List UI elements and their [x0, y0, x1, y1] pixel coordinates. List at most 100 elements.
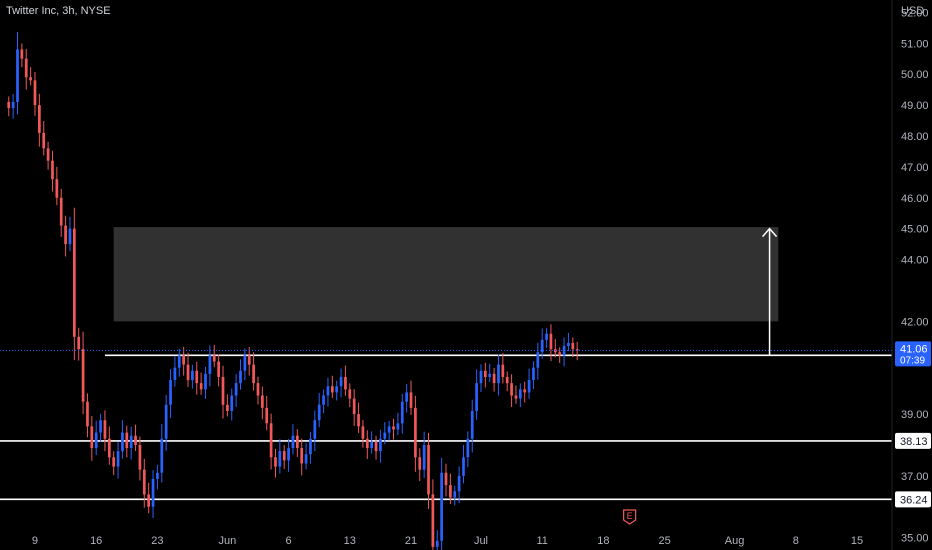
candle: [212, 344, 216, 368]
candle: [182, 346, 186, 376]
candle: [147, 482, 151, 514]
candle: [151, 470, 155, 519]
candle: [208, 345, 212, 387]
candle: [379, 429, 382, 463]
candle: [527, 368, 531, 399]
candle: [173, 356, 177, 387]
price-tick-label: 42.00: [901, 316, 929, 328]
svg-text:41.06: 41.06: [900, 343, 928, 355]
candle: [33, 71, 37, 116]
candle: [199, 372, 203, 395]
earnings-marker-icon[interactable]: E: [623, 509, 637, 525]
candle: [396, 412, 400, 436]
candle: [374, 435, 378, 460]
svg-text:36.24: 36.24: [900, 494, 928, 506]
candle: [304, 443, 308, 470]
candle: [226, 394, 229, 417]
candle: [186, 352, 190, 388]
candle: [483, 362, 487, 388]
price-tick-label: 50.00: [901, 69, 929, 81]
candle: [239, 359, 242, 390]
candle: [545, 328, 548, 348]
time-axis[interactable]: 9 16 23 Jun 6 13 21 Jul 11 18 25 Aug 8 15: [32, 535, 863, 547]
candle: [470, 399, 474, 453]
price-tick-label: 46.00: [901, 193, 929, 205]
candle: [348, 383, 352, 408]
candle: [121, 420, 124, 459]
annotations-layer: E: [0, 227, 892, 525]
candle: [77, 327, 81, 361]
price-tick-label: 47.00: [901, 162, 929, 174]
candle: [300, 438, 304, 476]
candle: [29, 67, 32, 86]
candle: [492, 367, 496, 392]
projection-arrow[interactable]: [762, 227, 778, 356]
candle: [431, 479, 435, 550]
candle: [90, 416, 94, 461]
candle: [357, 402, 360, 433]
candle: [475, 369, 478, 420]
candle: [313, 410, 317, 452]
candle: [462, 444, 465, 484]
candle: [134, 424, 137, 451]
time-tick-label: 16: [90, 535, 102, 547]
price-tick-label: 35.00: [901, 533, 929, 545]
candle: [252, 352, 255, 391]
time-tick-label: 23: [151, 535, 163, 547]
candle: [55, 166, 59, 206]
candle: [549, 324, 553, 362]
candles: [7, 31, 579, 550]
candle: [103, 410, 107, 452]
candle: [221, 365, 225, 419]
price-tick-label: 48.00: [901, 131, 929, 143]
candle: [309, 431, 312, 464]
time-tick-label: Jul: [474, 535, 488, 547]
candle: [191, 364, 194, 389]
candle: [457, 466, 461, 504]
time-tick-label: Jun: [218, 535, 236, 547]
candle: [295, 429, 299, 457]
candle: [204, 366, 207, 399]
candle: [444, 463, 448, 497]
candle: [418, 448, 422, 482]
chart-title: Twitter Inc, 3h, NYSE: [6, 5, 111, 17]
svg-text:07:39: 07:39: [900, 355, 925, 366]
candle: [370, 431, 374, 454]
candle: [72, 207, 76, 361]
candle: [86, 393, 89, 438]
candle: [501, 353, 505, 384]
candle: [260, 386, 264, 420]
price-tick-label: 52.00: [901, 7, 929, 19]
candle: [449, 473, 452, 504]
target-zone[interactable]: [113, 227, 779, 322]
candle: [24, 48, 28, 90]
candle: [540, 328, 544, 359]
candle: [125, 425, 129, 458]
candle: [68, 216, 72, 252]
price-tick-label: 51.00: [901, 38, 929, 50]
candle: [497, 354, 500, 396]
time-tick-label: 9: [32, 535, 38, 547]
candle: [142, 458, 146, 508]
candle: [514, 385, 518, 404]
candle: [243, 348, 247, 381]
candle: [256, 376, 260, 405]
candle: [322, 389, 325, 414]
candle: [422, 431, 426, 479]
level-price-badge: 36.24: [895, 491, 931, 508]
candle: [479, 364, 483, 393]
candle: [335, 380, 339, 401]
candle: [160, 424, 164, 483]
candle: [81, 331, 85, 415]
candle: [20, 43, 24, 68]
candle: [339, 368, 343, 398]
candle: [59, 188, 63, 237]
candle: [195, 361, 199, 395]
candle: [112, 451, 116, 476]
candle: [361, 419, 365, 448]
candle: [435, 530, 439, 550]
candle: [427, 432, 430, 509]
